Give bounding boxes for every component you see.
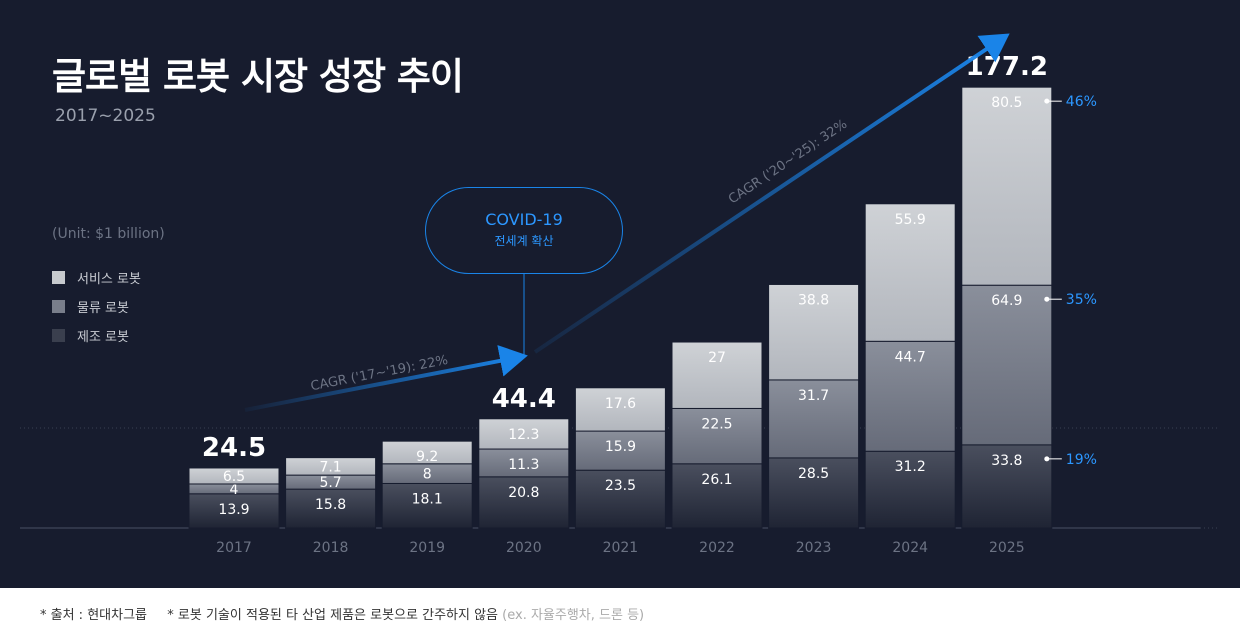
bar-label-service-2025: 80.5 <box>991 95 1022 111</box>
x-tick-2019: 2019 <box>409 540 445 556</box>
legend-swatch-service <box>52 270 65 284</box>
total-label-2017: 24.5 <box>202 433 266 463</box>
legend-label-logistics: 물류 로봇 <box>77 300 129 316</box>
footnote-source: * 출처 : 현대차그룹 <box>40 608 147 623</box>
unit-label: (Unit: $1 billion) <box>52 226 165 242</box>
share-label-service: 46% <box>1066 94 1097 110</box>
bar-service-2021 <box>574 387 666 432</box>
bar-service-2019 <box>381 440 473 465</box>
x-tick-2018: 2018 <box>313 540 349 556</box>
cagr-arrow-2 <box>533 33 1010 354</box>
bar-service-2023 <box>768 283 860 381</box>
legend-swatch-logistics <box>52 299 65 313</box>
bar-label-logistics-2022: 22.5 <box>701 416 732 432</box>
bar-logistics-2024 <box>864 340 956 452</box>
bar-label-logistics-2020: 11.3 <box>508 457 539 473</box>
bar-manufacturing-2025 <box>961 444 1053 529</box>
legend-swatch-manufacturing <box>52 328 65 342</box>
chart-title: 글로벌 로봇 시장 성장 추이 <box>52 55 464 98</box>
bar-label-manufacturing-2019: 18.1 <box>412 491 443 507</box>
bar-label-service-2018: 7.1 <box>319 459 341 475</box>
bar-label-service-2020: 12.3 <box>508 427 539 443</box>
footnote-example: (ex. 자율주행차, 드론 등) <box>502 608 645 623</box>
bar-manufacturing-2024 <box>864 450 956 529</box>
bar-label-service-2017: 6.5 <box>223 469 245 485</box>
bar-service-2024 <box>864 203 956 342</box>
chart-svg: 13.9 46.5 2017 15.8 5.77.1 2018 18.1 8 9.2 2019 20… <box>20 33 1220 556</box>
bar-label-manufacturing-2021: 23.5 <box>605 478 636 494</box>
bar-logistics-2023 <box>768 379 860 459</box>
covid-title: COVID-19 <box>485 210 563 229</box>
x-tick-2021: 2021 <box>603 540 639 556</box>
covid-subtitle: 전세계 확산 <box>494 234 554 248</box>
cagr-label-2: CAGR ('20~'25): 32% <box>726 117 850 208</box>
footnote: * 출처 : 현대차그룹 * 로봇 기술이 적용된 타 산업 제품은 로봇으로 … <box>40 604 644 623</box>
bar-label-logistics-2025: 64.9 <box>991 293 1022 309</box>
bar-label-manufacturing-2024: 31.2 <box>895 459 926 475</box>
footnote-note: * 로봇 기술이 적용된 타 산업 제품은 로봇으로 간주하지 않음 <box>167 608 499 623</box>
bar-label-logistics-2021: 15.9 <box>605 439 636 455</box>
legend-item-logistics: 물류 로봇 <box>52 296 141 316</box>
bar-service-2017 <box>188 467 280 485</box>
legend: 서비스 로봇 물류 로봇 제조 로봇 <box>52 267 141 354</box>
bar-manufacturing-2018 <box>285 488 377 529</box>
share-label-manufacturing: 19% <box>1066 452 1097 468</box>
bar-label-manufacturing-2025: 33.8 <box>991 453 1022 469</box>
x-tick-2023: 2023 <box>796 540 832 556</box>
bar-service-2020 <box>478 418 570 450</box>
bar-manufacturing-2022 <box>671 463 763 529</box>
bar-label-logistics-2019: 8 <box>423 467 432 483</box>
bar-label-logistics-2018: 5.7 <box>319 475 341 491</box>
bar-logistics-2022 <box>671 407 763 465</box>
bar-logistics-2020 <box>478 448 570 478</box>
legend-label-manufacturing: 제조 로봇 <box>77 329 129 345</box>
bar-label-manufacturing-2022: 26.1 <box>701 472 732 488</box>
covid-annotation: COVID-19 전세계 확산 <box>425 187 623 274</box>
x-tick-2025: 2025 <box>989 540 1025 556</box>
bar-label-service-2019: 9.2 <box>416 449 438 465</box>
bar-logistics-2021 <box>574 430 666 471</box>
bar-label-service-2024: 55.9 <box>895 212 926 228</box>
x-tick-2024: 2024 <box>892 540 928 556</box>
bar-service-2025 <box>961 86 1053 286</box>
legend-label-service: 서비스 로봇 <box>77 271 141 287</box>
x-tick-2017: 2017 <box>216 540 252 556</box>
bar-manufacturing-2021 <box>574 469 666 529</box>
chart-subtitle: 2017~2025 <box>55 106 156 126</box>
bar-label-manufacturing-2023: 28.5 <box>798 466 829 482</box>
legend-item-manufacturing: 제조 로봇 <box>52 325 141 345</box>
bar-label-logistics-2024: 44.7 <box>895 349 926 365</box>
x-tick-2022: 2022 <box>699 540 735 556</box>
x-tick-2020: 2020 <box>506 540 542 556</box>
legend-item-service: 서비스 로봇 <box>52 267 141 287</box>
bar-service-2018 <box>285 457 377 476</box>
bar-label-manufacturing-2017: 13.9 <box>218 502 249 518</box>
bar-service-2022 <box>671 341 763 409</box>
bar-manufacturing-2023 <box>768 457 860 529</box>
bar-label-service-2023: 38.8 <box>798 292 829 308</box>
bar-label-service-2021: 17.6 <box>605 396 636 412</box>
bar-label-logistics-2023: 31.7 <box>798 388 829 404</box>
share-label-logistics: 35% <box>1066 292 1097 308</box>
bar-label-logistics-2017: 4 <box>230 482 239 498</box>
bar-label-manufacturing-2020: 20.8 <box>508 485 539 501</box>
bar-logistics-2025 <box>961 284 1053 446</box>
cagr-arrow-1 <box>244 345 528 412</box>
total-label-2020: 44.4 <box>492 384 556 414</box>
bar-label-manufacturing-2018: 15.8 <box>315 497 346 513</box>
bar-label-service-2022: 27 <box>708 350 726 366</box>
